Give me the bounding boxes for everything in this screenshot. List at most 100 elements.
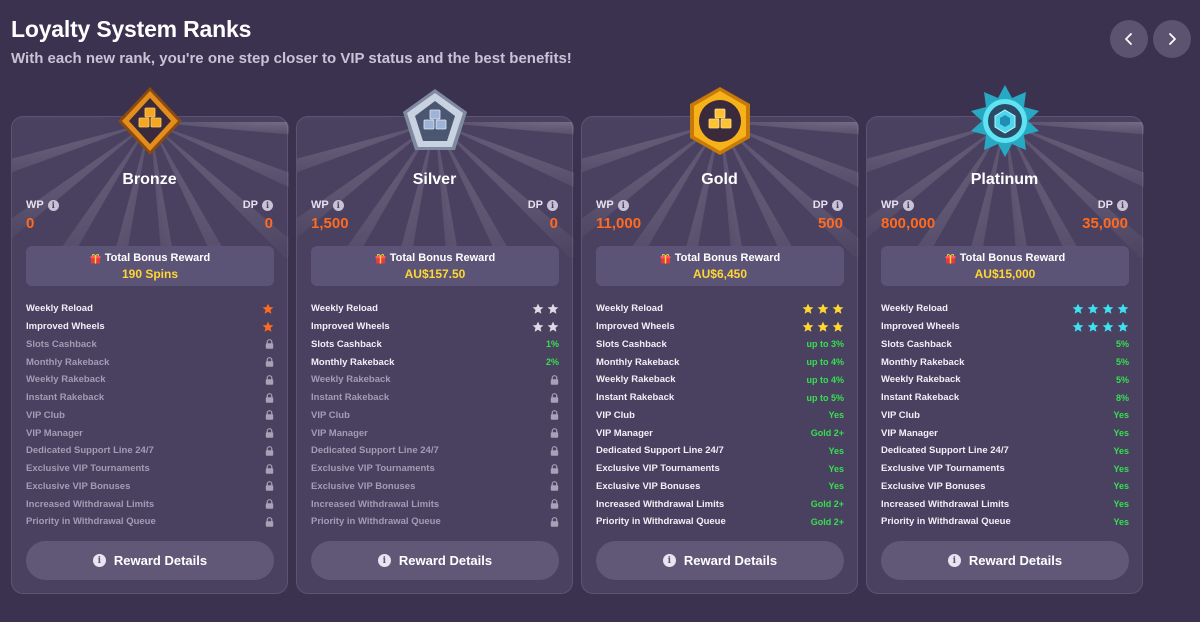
reward-details-label: Reward Details <box>684 553 777 568</box>
info-icon[interactable]: i <box>832 200 843 211</box>
feature-label: Increased Withdrawal Limits <box>311 499 439 510</box>
info-icon: i <box>948 554 961 567</box>
feature-row: VIP Manager <box>26 424 274 442</box>
page-header: Loyalty System Ranks With each new rank,… <box>11 16 572 67</box>
feature-row: Exclusive VIP Tournaments Yes <box>881 460 1129 478</box>
feature-value: Yes <box>828 410 844 420</box>
dp-label-text: DP <box>813 199 828 211</box>
lock-icon <box>550 517 559 527</box>
gift-icon <box>660 253 671 264</box>
feature-value: Yes <box>1113 499 1129 509</box>
carousel-next-button[interactable] <box>1153 20 1191 58</box>
star-icon <box>1117 321 1129 333</box>
feature-row: Dedicated Support Line 24/7 Yes <box>881 442 1129 460</box>
rank-name: Silver <box>297 171 572 189</box>
feature-label: Weekly Reload <box>596 303 663 314</box>
feature-label: Weekly Rakeback <box>311 374 391 385</box>
star-icon <box>802 321 814 333</box>
reward-title: Total Bonus Reward <box>311 252 559 264</box>
dp-label: DP i <box>1098 199 1128 211</box>
star-icon <box>817 321 829 333</box>
feature-value: 5% <box>1116 339 1129 349</box>
total-bonus-reward: Total Bonus Reward 190 Spins <box>26 246 274 286</box>
wp-label-text: WP <box>311 199 329 211</box>
rank-cards-carousel: Bronze WP i DP i 0 0 Total Bonus Reward … <box>11 116 1143 594</box>
wp-label: WP i <box>881 199 914 211</box>
reward-title-text: Total Bonus Reward <box>675 252 781 264</box>
reward-details-button[interactable]: i Reward Details <box>596 541 844 580</box>
info-icon[interactable]: i <box>333 200 344 211</box>
rating-stars <box>532 303 559 315</box>
feature-label: Exclusive VIP Bonuses <box>311 481 415 492</box>
info-icon[interactable]: i <box>48 200 59 211</box>
star-icon <box>1102 303 1114 315</box>
dp-label: DP i <box>813 199 843 211</box>
wp-label-text: WP <box>26 199 44 211</box>
feature-list: Weekly Reload Improved Wheels Slots Cash… <box>311 300 559 531</box>
feature-label: Improved Wheels <box>596 321 675 332</box>
reward-details-label: Reward Details <box>399 553 492 568</box>
feature-label: Priority in Withdrawal Queue <box>881 516 1011 527</box>
lock-icon <box>550 464 559 474</box>
info-icon[interactable]: i <box>903 200 914 211</box>
info-icon[interactable]: i <box>618 200 629 211</box>
feature-list: Weekly Reload Improved Wheels Slots Cash… <box>26 300 274 531</box>
feature-row: Monthly Rakeback up to 4% <box>596 353 844 371</box>
info-icon[interactable]: i <box>547 200 558 211</box>
feature-label: Dedicated Support Line 24/7 <box>596 445 724 456</box>
chevron-right-icon <box>1165 32 1179 46</box>
star-icon <box>532 303 544 315</box>
feature-value: up to 4% <box>807 357 845 367</box>
feature-label: VIP Club <box>881 410 920 421</box>
reward-title: Total Bonus Reward <box>881 252 1129 264</box>
lock-icon <box>265 446 274 456</box>
wp-label: WP i <box>311 199 344 211</box>
reward-details-button[interactable]: i Reward Details <box>311 541 559 580</box>
chevron-left-icon <box>1122 32 1136 46</box>
feature-row: Dedicated Support Line 24/7 <box>311 442 559 460</box>
feature-label: Exclusive VIP Bonuses <box>596 481 700 492</box>
feature-list: Weekly Reload Improved Wheels Slots Cash… <box>596 300 844 531</box>
wp-value: 1,500 <box>311 215 349 232</box>
reward-title-text: Total Bonus Reward <box>960 252 1066 264</box>
rank-card-gold: Gold WP i DP i 11,000 500 Total Bonus Re… <box>581 116 858 594</box>
feature-row: Increased Withdrawal Limits <box>26 495 274 513</box>
star-icon <box>832 321 844 333</box>
star-icon <box>532 321 544 333</box>
feature-row: Instant Rakeback 8% <box>881 389 1129 407</box>
reward-title-text: Total Bonus Reward <box>105 252 211 264</box>
star-icon <box>547 321 559 333</box>
feature-row: Slots Cashback up to 3% <box>596 336 844 354</box>
feature-row: Slots Cashback 1% <box>311 336 559 354</box>
reward-details-button[interactable]: i Reward Details <box>881 541 1129 580</box>
gold-rank-badge-icon <box>680 81 760 161</box>
info-icon[interactable]: i <box>262 200 273 211</box>
dp-value: 0 <box>550 215 558 232</box>
wp-value: 800,000 <box>881 215 935 232</box>
feature-row: Priority in Withdrawal Queue <box>311 513 559 531</box>
star-icon <box>1117 303 1129 315</box>
feature-row: Exclusive VIP Tournaments <box>311 460 559 478</box>
wp-value: 0 <box>26 215 34 232</box>
dp-label-text: DP <box>243 199 258 211</box>
reward-details-label: Reward Details <box>114 553 207 568</box>
star-icon <box>832 303 844 315</box>
carousel-prev-button[interactable] <box>1110 20 1148 58</box>
feature-value: Gold 2+ <box>811 428 844 438</box>
feature-label: Instant Rakeback <box>311 392 389 403</box>
feature-label: Dedicated Support Line 24/7 <box>881 445 1009 456</box>
feature-label: Priority in Withdrawal Queue <box>311 516 441 527</box>
feature-label: Improved Wheels <box>311 321 390 332</box>
feature-row: Weekly Reload <box>596 300 844 318</box>
feature-row: Increased Withdrawal Limits <box>311 495 559 513</box>
reward-details-button[interactable]: i Reward Details <box>26 541 274 580</box>
feature-row: Improved Wheels <box>881 318 1129 336</box>
feature-value: 8% <box>1116 393 1129 403</box>
reward-title-text: Total Bonus Reward <box>390 252 496 264</box>
feature-row: Weekly Reload <box>881 300 1129 318</box>
feature-row: Dedicated Support Line 24/7 Yes <box>596 442 844 460</box>
feature-label: Increased Withdrawal Limits <box>596 499 724 510</box>
dp-label-text: DP <box>528 199 543 211</box>
info-icon[interactable]: i <box>1117 200 1128 211</box>
feature-label: Exclusive VIP Tournaments <box>881 463 1005 474</box>
